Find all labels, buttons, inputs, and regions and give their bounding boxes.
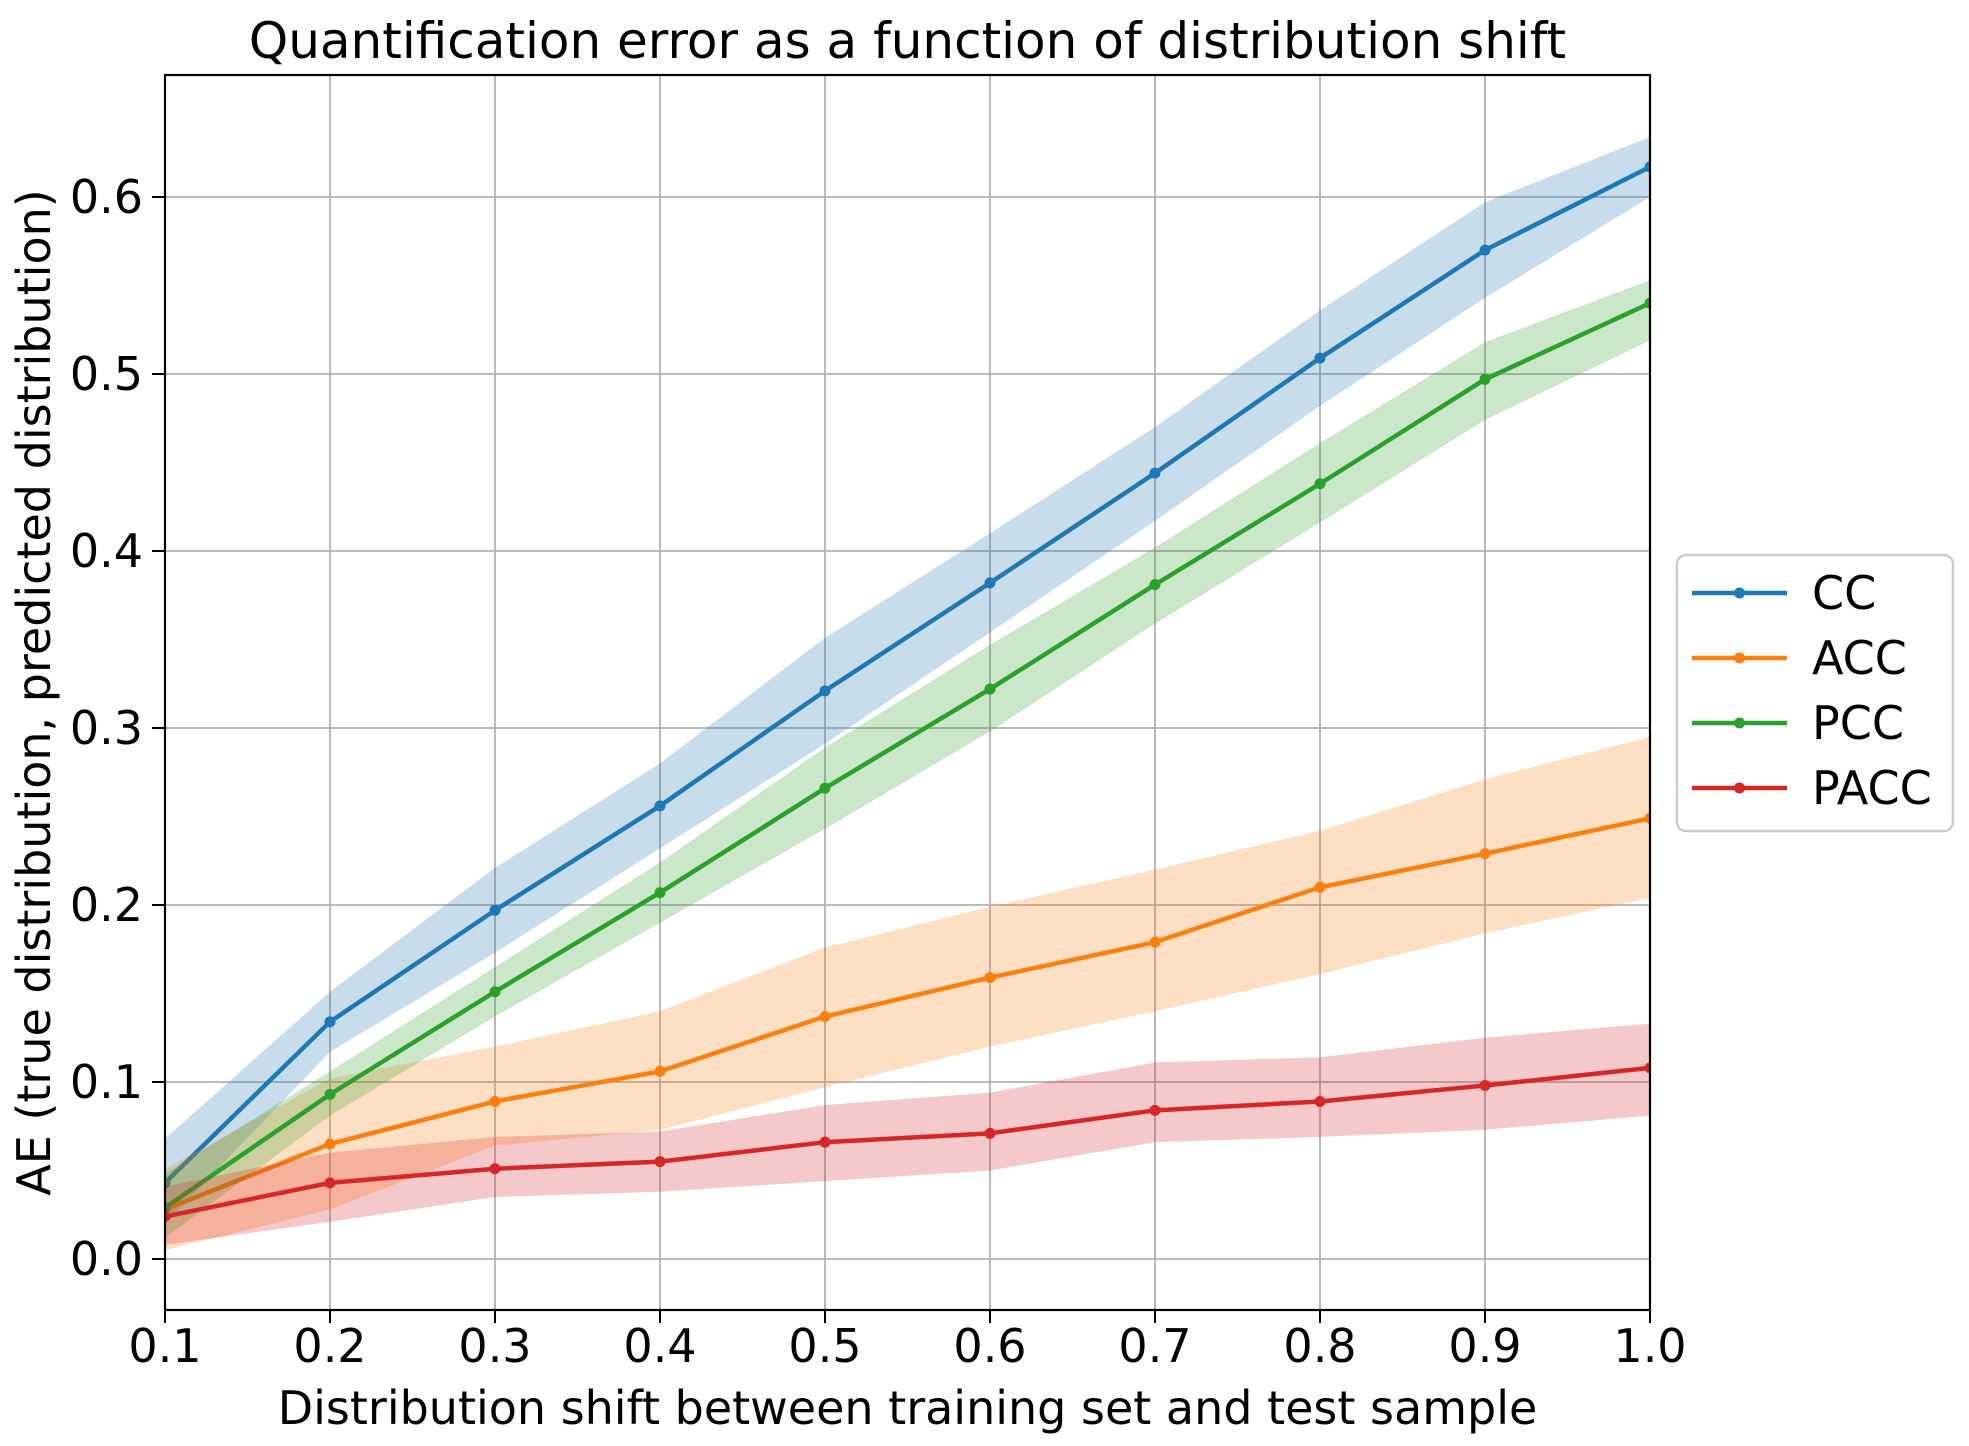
data-point-ACC-0.8 bbox=[1314, 881, 1326, 893]
data-point-CC-0.5 bbox=[819, 685, 831, 697]
data-point-PACC-0.1 bbox=[165, 1211, 171, 1223]
x-axis-label: Distribution shift between training set … bbox=[278, 1381, 1538, 1435]
data-point-PACC-0.2 bbox=[324, 1177, 336, 1189]
legend-marker-CC bbox=[1734, 587, 1745, 599]
y-tick-label: 0.5 bbox=[70, 347, 143, 401]
data-point-PCC-0.4 bbox=[654, 887, 666, 899]
y-tick-label: 0.1 bbox=[70, 1055, 143, 1109]
legend-marker-PACC bbox=[1734, 782, 1745, 794]
data-point-PACC-0.6 bbox=[984, 1127, 996, 1139]
data-point-CC-0.7 bbox=[1149, 467, 1161, 479]
legend-label-PACC: PACC bbox=[1812, 761, 1932, 815]
y-tick-label: 0.3 bbox=[70, 701, 143, 755]
legend-label-CC: CC bbox=[1812, 566, 1876, 620]
x-tick-label: 0.1 bbox=[128, 1319, 201, 1373]
data-point-CC-0.8 bbox=[1314, 352, 1326, 364]
y-axis-label: AE (true distribution, predicted distrib… bbox=[7, 189, 61, 1195]
data-point-PACC-0.4 bbox=[654, 1156, 666, 1168]
series-PACC bbox=[165, 1023, 1650, 1245]
legend-marker-ACC bbox=[1734, 652, 1745, 664]
legend: CC ACC PCC PACC bbox=[1675, 553, 1955, 833]
series-line-CC bbox=[165, 164, 1650, 1186]
x-tick-label: 0.3 bbox=[458, 1319, 531, 1373]
data-point-PACC-0.7 bbox=[1149, 1104, 1161, 1116]
data-point-CC-0.1 bbox=[165, 1177, 171, 1189]
chart-title: Quantification error as a function of di… bbox=[249, 12, 1566, 70]
data-point-PACC-0.8 bbox=[1314, 1095, 1326, 1107]
x-tick-label: 0.8 bbox=[1283, 1319, 1356, 1373]
legend-label-ACC: ACC bbox=[1812, 631, 1907, 685]
legend-entry-PCC: PCC bbox=[1692, 696, 1904, 750]
data-point-PCC-0.6 bbox=[984, 683, 996, 695]
data-point-PCC-0.7 bbox=[1149, 579, 1161, 591]
data-point-CC-0.3 bbox=[489, 904, 501, 916]
series-line-ACC bbox=[165, 816, 1650, 1212]
axes-frame bbox=[163, 73, 1652, 1312]
legend-entry-ACC: ACC bbox=[1692, 631, 1907, 685]
data-point-PACC-0.5 bbox=[819, 1136, 831, 1148]
series-CC bbox=[165, 136, 1650, 1224]
data-point-PCC-0.3 bbox=[489, 986, 501, 998]
confidence-band-CC bbox=[165, 136, 1650, 1224]
x-tick-label: 0.5 bbox=[788, 1319, 861, 1373]
data-point-PACC-0.9 bbox=[1479, 1080, 1491, 1092]
y-tick-label: 0.6 bbox=[70, 170, 143, 224]
data-point-CC-0.9 bbox=[1479, 244, 1491, 256]
x-tick-label: 1.0 bbox=[1613, 1319, 1686, 1373]
x-tick-label: 0.2 bbox=[293, 1319, 366, 1373]
axis-ticks bbox=[152, 196, 1651, 1323]
data-point-CC-0.2 bbox=[324, 1016, 336, 1028]
data-point-ACC-0.4 bbox=[654, 1065, 666, 1077]
confidence-band-PACC bbox=[165, 1023, 1650, 1245]
data-point-ACC-1.0 bbox=[1644, 812, 1650, 824]
data-point-CC-0.4 bbox=[654, 800, 666, 812]
data-point-ACC-0.3 bbox=[489, 1095, 501, 1107]
legend-entry-CC: CC bbox=[1692, 566, 1876, 620]
data-point-CC-1.0 bbox=[1644, 161, 1650, 173]
series-line-PCC bbox=[165, 300, 1650, 1210]
confidence-band-ACC bbox=[165, 736, 1650, 1251]
data-point-PCC-0.5 bbox=[819, 782, 831, 794]
data-point-CC-0.6 bbox=[984, 577, 996, 589]
x-tick-label: 0.4 bbox=[623, 1319, 696, 1373]
data-point-PACC-1.0 bbox=[1644, 1062, 1650, 1074]
series-line-PACC bbox=[165, 1065, 1650, 1219]
data-point-PACC-0.3 bbox=[489, 1163, 501, 1175]
y-tick-label: 0.2 bbox=[70, 878, 143, 932]
data-point-ACC-0.2 bbox=[324, 1138, 336, 1150]
legend-entry-PACC: PACC bbox=[1692, 761, 1932, 815]
x-tick-label: 0.6 bbox=[953, 1319, 1026, 1373]
data-point-PCC-0.9 bbox=[1479, 373, 1491, 385]
data-point-PCC-0.2 bbox=[324, 1088, 336, 1100]
x-tick-label: 0.9 bbox=[1448, 1319, 1521, 1373]
data-point-ACC-0.9 bbox=[1479, 848, 1491, 860]
confidence-band-PCC bbox=[165, 280, 1650, 1238]
series-PCC bbox=[165, 280, 1650, 1238]
y-tick-label: 0.0 bbox=[70, 1232, 143, 1286]
series-ACC bbox=[165, 736, 1650, 1251]
data-point-ACC-0.7 bbox=[1149, 936, 1161, 948]
data-point-ACC-0.5 bbox=[819, 1011, 831, 1023]
y-tick-label: 0.4 bbox=[70, 524, 143, 578]
data-point-ACC-0.6 bbox=[984, 972, 996, 984]
legend-marker-PCC bbox=[1734, 717, 1745, 729]
plot-area bbox=[165, 136, 1650, 1251]
x-tick-label: 0.7 bbox=[1118, 1319, 1191, 1373]
data-point-PCC-0.1 bbox=[165, 1202, 171, 1214]
legend-box bbox=[1675, 553, 1955, 833]
legend-label-PCC: PCC bbox=[1812, 696, 1904, 750]
data-point-PCC-0.8 bbox=[1314, 478, 1326, 490]
data-point-PCC-1.0 bbox=[1644, 297, 1650, 309]
